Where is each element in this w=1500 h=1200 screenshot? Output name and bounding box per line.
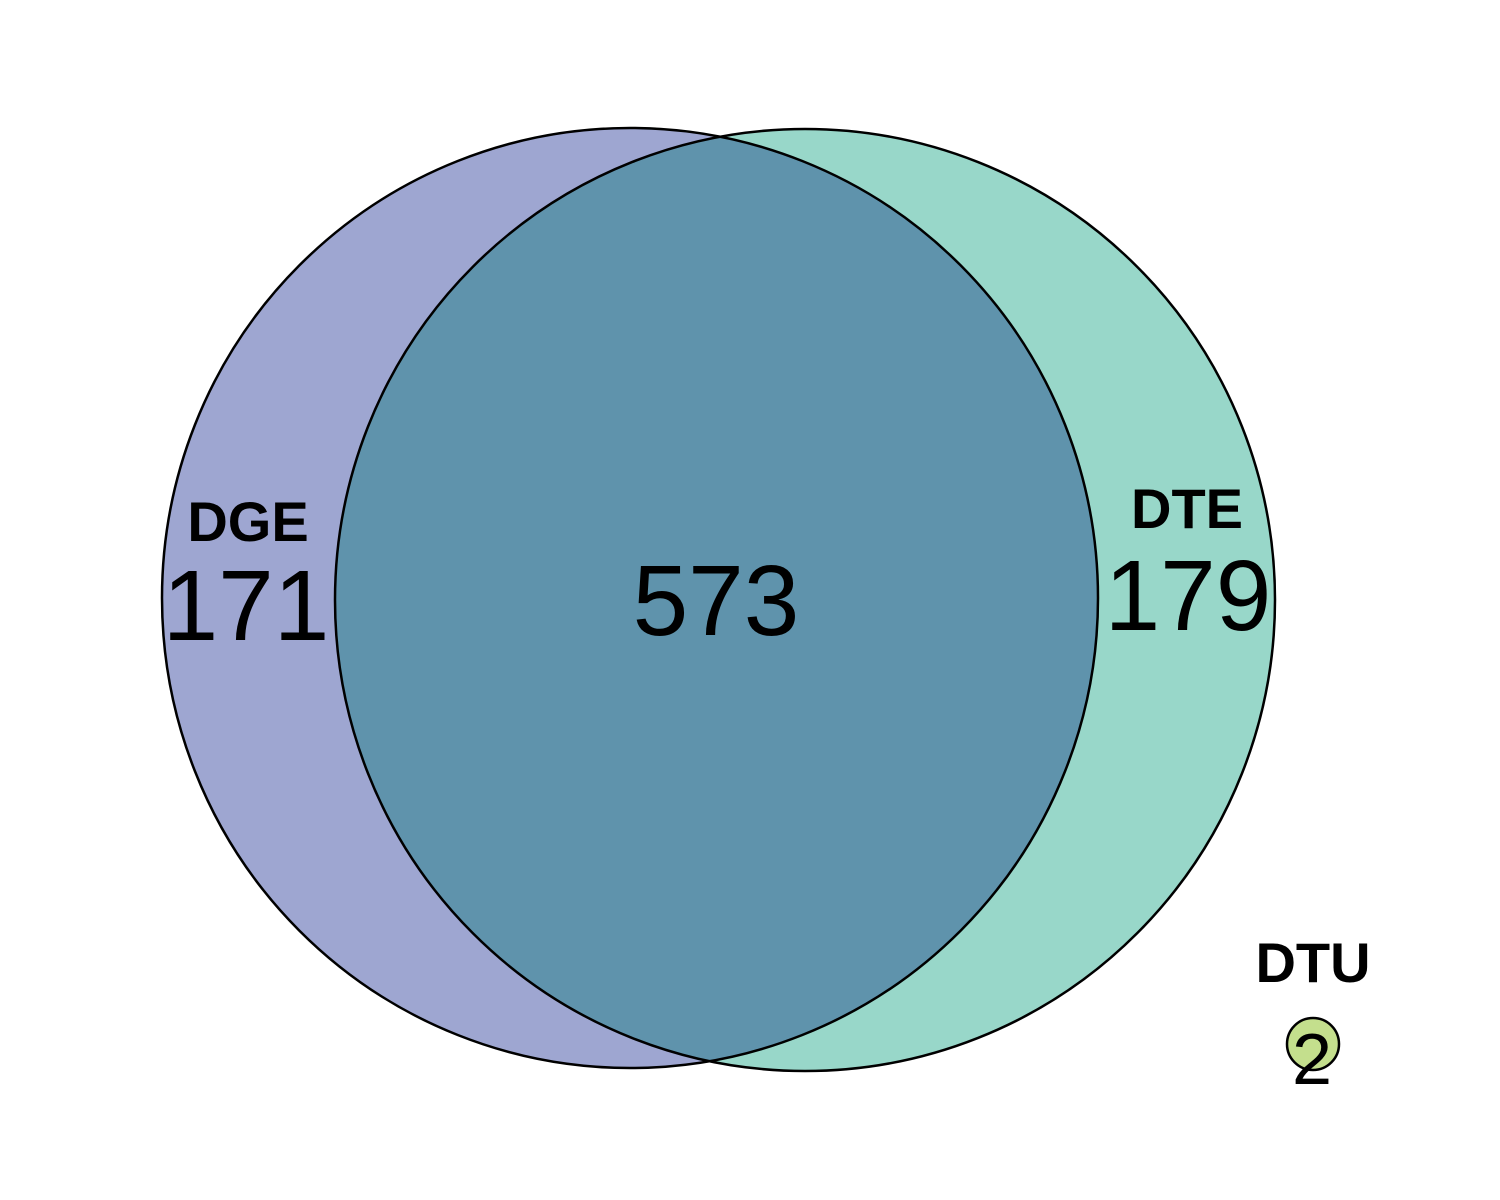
dte-set-label: DTE (1131, 477, 1243, 540)
dtu-only-count: 2 (1292, 1020, 1332, 1100)
dge-set-label: DGE (187, 490, 308, 553)
dte-only-count: 179 (1105, 540, 1272, 652)
dte-circle-outline (333, 127, 1277, 1073)
dge-dte-overlap-count: 573 (633, 545, 800, 657)
dge-circle-outline (160, 126, 1100, 1070)
dtu-set-label: DTU (1255, 931, 1370, 994)
dtu-circle (1285, 1016, 1341, 1072)
dge-only-count: 171 (163, 550, 330, 662)
